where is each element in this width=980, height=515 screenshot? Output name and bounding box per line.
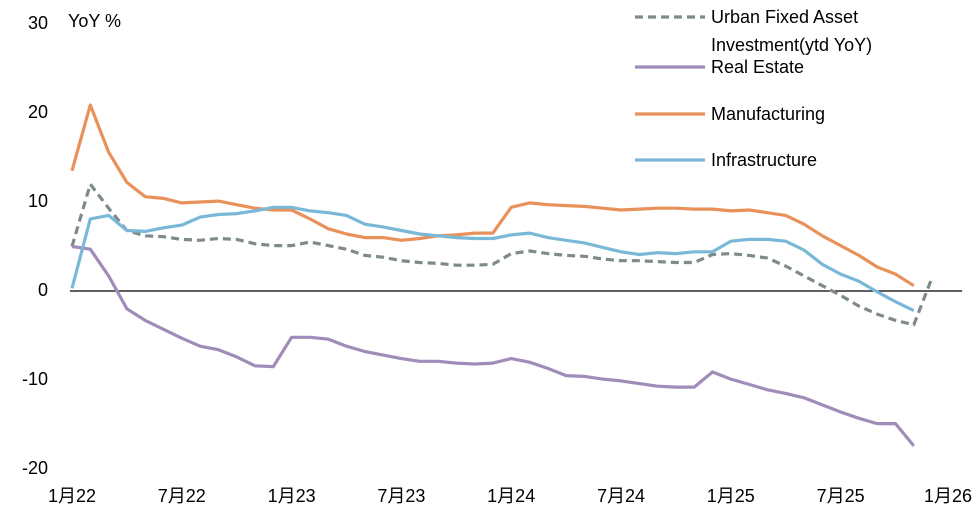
y-tick-label: 10 (28, 191, 48, 211)
y-tick-label: -20 (22, 458, 48, 478)
x-tick-label: 7月22 (158, 486, 206, 506)
y-axis-label: YoY % (68, 11, 121, 31)
x-tick-label: 7月24 (597, 486, 645, 506)
series-line (71, 244, 916, 447)
legend-label: Manufacturing (711, 104, 826, 124)
y-tick-label: 20 (28, 102, 48, 122)
x-tick-label: 1月26 (924, 486, 972, 506)
legend-label: Infrastructure (711, 150, 818, 170)
x-tick-label: 1月25 (707, 486, 755, 506)
legend-item: Urban Fixed Asset Investment(ytd YoY) (635, 3, 941, 59)
y-tick-label: 0 (38, 280, 48, 300)
x-tick-label: 7月23 (377, 486, 425, 506)
series-line (70, 103, 915, 288)
legend-item: Real Estate (635, 53, 941, 81)
legend-label: Urban Fixed Asset Investment(ytd YoY) (711, 7, 873, 55)
x-tick-label: 7月25 (817, 486, 865, 506)
series-line (70, 205, 915, 313)
y-tick-label: -10 (22, 369, 48, 389)
y-tick-label: 30 (28, 13, 48, 33)
legend-swatch (635, 112, 705, 116)
legend-swatch (635, 158, 705, 162)
x-tick-label: 1月23 (268, 486, 316, 506)
legend-swatch (635, 15, 705, 19)
x-tick-label: 1月24 (487, 486, 535, 506)
legend-item: Manufacturing (635, 100, 941, 128)
x-tick-label: 1月22 (48, 486, 96, 506)
legend-item: Infrastructure (635, 146, 941, 174)
legend-swatch (635, 65, 705, 69)
series-line (70, 182, 934, 327)
legend-label: Real Estate (711, 57, 805, 77)
